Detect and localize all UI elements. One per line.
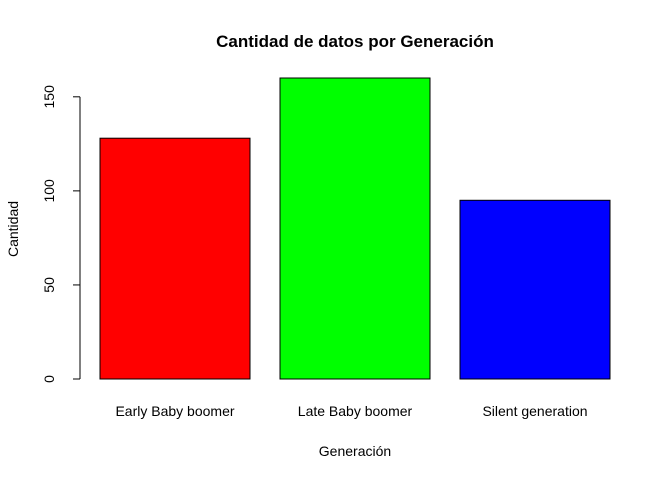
chart-title: Cantidad de datos por Generación xyxy=(216,32,494,51)
bars-group xyxy=(99,77,611,380)
y-tick-label: 150 xyxy=(41,85,57,109)
x-tick-label: Late Baby boomer xyxy=(298,403,413,419)
x-tick-label: Early Baby boomer xyxy=(115,403,234,419)
x-tick-label: Silent generation xyxy=(482,403,587,419)
y-tick-label: 50 xyxy=(41,277,57,293)
y-axis: 0 50 100 150 xyxy=(41,85,81,383)
bar-early-baby-boomer xyxy=(99,137,251,380)
bar-silent-generation xyxy=(459,199,611,380)
x-tick-labels: Early Baby boomer Late Baby boomer Silent … xyxy=(115,403,587,419)
y-tick-label: 100 xyxy=(41,179,57,203)
x-axis-label: Generación xyxy=(319,443,391,459)
bar-late-baby-boomer xyxy=(279,77,431,380)
y-tick-label: 0 xyxy=(41,375,57,383)
y-axis-label: Cantidad xyxy=(5,201,21,257)
